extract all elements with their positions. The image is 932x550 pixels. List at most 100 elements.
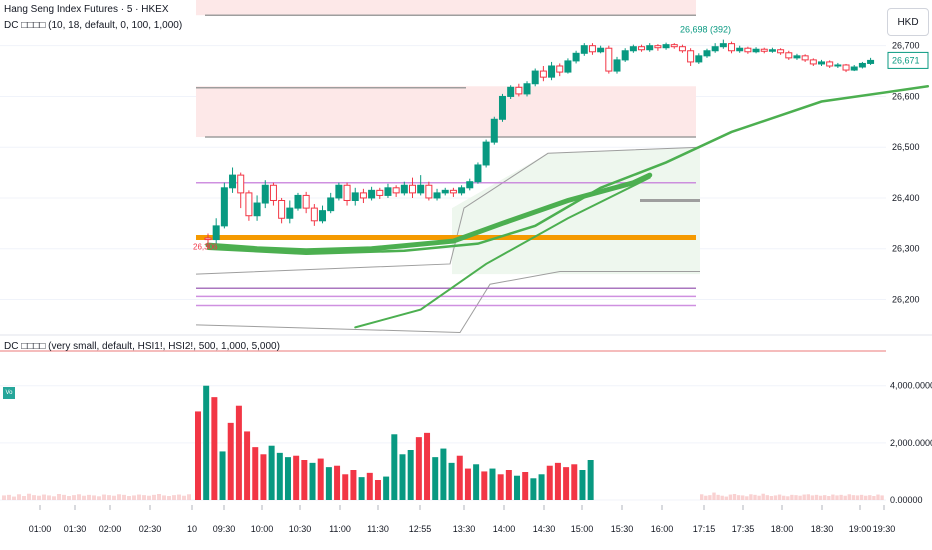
indicator-legend-2[interactable]: DC □□□□ (very small, default, HSI1!, HSI… <box>4 341 280 352</box>
volume-bar-post <box>847 494 851 500</box>
volume-bar-post <box>855 495 860 500</box>
candle-body <box>376 189 384 196</box>
candle-body <box>662 44 670 49</box>
volume-bar-pre <box>102 494 106 500</box>
candle-body <box>858 62 866 68</box>
volume-bar <box>211 397 218 500</box>
volume-bar <box>227 422 234 500</box>
volume-bar <box>579 470 586 500</box>
volume-bar <box>383 476 390 500</box>
candle-body <box>498 95 506 120</box>
candle-body <box>613 59 621 72</box>
volume-bar-pre <box>87 494 91 500</box>
volume-bar <box>448 462 455 500</box>
time-tick-label: 15:30 <box>611 524 634 534</box>
volume-bar-pre <box>17 494 21 500</box>
candle-body <box>703 50 711 57</box>
candle-body <box>597 47 605 53</box>
time-tick-label: 09:30 <box>213 524 236 534</box>
volume-bar-post <box>736 495 741 500</box>
volume-bar <box>399 454 406 500</box>
moving-average-lines <box>205 85 930 329</box>
candle-body <box>433 192 441 199</box>
price-tick-label: 26,200 <box>892 294 920 304</box>
candle-body <box>278 199 286 219</box>
volume-bar-pre <box>97 496 101 500</box>
volume-bar <box>432 457 439 500</box>
price-tick-label: 26,700 <box>892 41 920 51</box>
time-tick-label: 18:30 <box>811 524 834 534</box>
time-tick-label: 14:00 <box>493 524 516 534</box>
volume-bar <box>317 458 324 500</box>
volume-bar <box>554 462 561 500</box>
volume-axis[interactable]: 4,000.00000 2,000.00000 0.00000 <box>890 381 932 505</box>
volume-bar-pre <box>107 495 111 500</box>
candle-body <box>204 237 212 241</box>
candle-body <box>687 50 695 63</box>
volume-bar-post <box>794 495 798 500</box>
candle-body <box>818 61 825 65</box>
candle-body <box>302 194 310 209</box>
volume-bar-pre <box>67 496 71 500</box>
volume-bar-pre <box>177 494 181 500</box>
volume-bar-pre <box>62 494 66 500</box>
symbol-title[interactable]: Hang Seng Index Futures · 5 · HKEX <box>4 4 169 15</box>
volume-bar-post <box>802 494 806 500</box>
volume-bar-pre <box>82 495 86 500</box>
candle-body <box>319 210 327 222</box>
volume-bar-post <box>823 495 827 500</box>
volume-bars <box>2 385 884 500</box>
currency-button[interactable]: HKD <box>887 8 929 36</box>
candle-body <box>220 187 228 227</box>
volume-bar <box>473 464 480 500</box>
volume-bar-pre <box>137 494 141 500</box>
volume-bar-pre <box>172 495 176 500</box>
volume-bar <box>481 471 488 500</box>
volume-bar <box>505 470 512 500</box>
candle-body <box>359 192 367 199</box>
candle-body <box>286 207 294 219</box>
candle-body <box>588 45 596 53</box>
candle-body <box>417 184 425 194</box>
candle-body <box>638 46 646 51</box>
time-tick-label: 13:30 <box>453 524 476 534</box>
volume-bar <box>276 452 283 500</box>
volume-bar <box>203 385 210 500</box>
candle-body <box>564 60 572 73</box>
low-label: 26,306 <box>193 243 218 252</box>
candle-body <box>400 184 408 194</box>
volume-bar-post <box>876 494 880 500</box>
volume-bar <box>235 405 242 500</box>
volume-bar <box>252 447 259 500</box>
volume-bar-post <box>818 495 823 500</box>
candle-body <box>621 50 629 61</box>
volume-bar <box>374 480 381 500</box>
price-tick-label: 26,600 <box>892 91 920 101</box>
indicator-legend-1[interactable]: DC □□□□ (10, 18, default, 0, 100, 1,000) <box>4 20 183 31</box>
candle-body <box>580 45 588 54</box>
candle-body <box>867 59 875 64</box>
volume-bar-pre <box>12 496 16 500</box>
volume-bar-post <box>745 496 749 500</box>
moving-average-1 <box>206 85 930 256</box>
volume-bar <box>301 460 308 500</box>
volume-bar <box>424 432 431 500</box>
candle-body <box>515 86 523 95</box>
volume-bar-post <box>720 495 724 500</box>
volume-bar-post <box>827 496 831 500</box>
volume-bar <box>195 411 201 500</box>
volume-bar-pre <box>72 495 76 500</box>
time-axis[interactable]: 01:00 01:30 02:00 02:30 10 09:30 10:00 10:30 11:… <box>29 505 896 534</box>
volume-bar-post <box>728 494 733 500</box>
price-axis[interactable]: 26,200 26,300 26,400 26,500 26,600 26,700 <box>892 41 920 305</box>
volume-bar-pre <box>52 496 56 500</box>
candle-body <box>719 43 727 48</box>
volume-bar-post <box>753 494 757 500</box>
candle-body <box>523 83 531 95</box>
resistance-zone <box>196 0 696 16</box>
candle-body <box>269 184 277 201</box>
price-grid <box>0 45 886 300</box>
volume-bar-pre <box>162 495 166 500</box>
price-zones <box>195 0 701 333</box>
